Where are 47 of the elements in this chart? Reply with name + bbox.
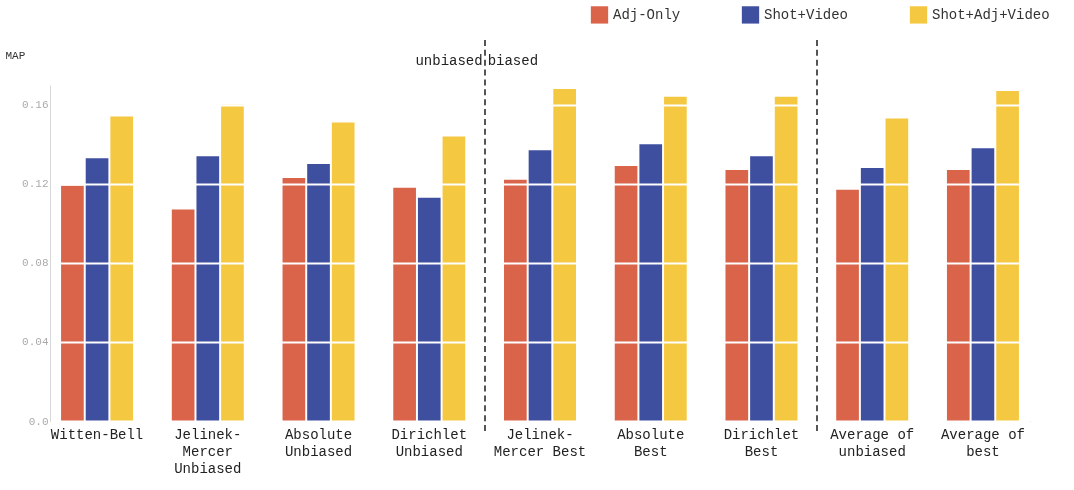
bar <box>307 164 330 421</box>
x-tick-label: Witten-Bell <box>50 426 144 443</box>
bar <box>417 197 441 421</box>
bar <box>442 136 466 421</box>
x-tick-label: Absolute Unbiased <box>284 426 353 460</box>
bar <box>639 144 663 421</box>
x-tick-label: Dirichlet Best <box>723 426 800 460</box>
y-tick-label: 0.0 <box>28 415 49 428</box>
bar <box>725 169 749 421</box>
x-tick-label: Absolute Best <box>617 426 685 460</box>
bar <box>221 104 244 421</box>
x-tick-label: Average of unbiased <box>830 426 915 460</box>
bar <box>750 156 773 421</box>
legend-label: Adj-Only <box>613 6 681 23</box>
bar <box>331 122 355 421</box>
bar <box>110 116 134 421</box>
y-tick-label: 0.08 <box>22 257 49 270</box>
bar <box>61 185 84 421</box>
y-tick-label: 0.12 <box>22 178 49 191</box>
bar <box>996 90 1019 421</box>
bar <box>614 166 638 421</box>
bar <box>196 156 220 421</box>
x-tick-label: Dirichlet Unbiased <box>391 426 468 460</box>
legend-label: Shot+Video <box>764 6 849 23</box>
legend-label: Shot+Adj+Video <box>932 6 1050 23</box>
text: unbiased <box>415 53 483 69</box>
bar <box>553 88 576 421</box>
bar <box>774 96 798 421</box>
bar <box>946 169 970 421</box>
bar <box>504 179 527 421</box>
bar <box>971 148 995 421</box>
y-axis-title: MAP <box>5 49 26 62</box>
y-tick-label: 0.04 <box>22 336 49 349</box>
bar <box>171 209 195 421</box>
y-tick-label: 0.16 <box>22 99 49 112</box>
x-tick-label: Jelinek-Mercer Unbiased <box>174 426 242 477</box>
bar <box>664 96 687 421</box>
bar <box>85 158 109 421</box>
bar <box>836 189 859 421</box>
x-tick-label: Jelinek-Mercer Best <box>493 426 587 460</box>
bar <box>282 177 306 421</box>
x-tick-label: Average of best <box>940 426 1025 460</box>
bar <box>528 150 552 421</box>
bar <box>860 168 884 421</box>
bar <box>885 118 909 421</box>
text: biased <box>487 53 539 69</box>
bar <box>393 187 416 421</box>
